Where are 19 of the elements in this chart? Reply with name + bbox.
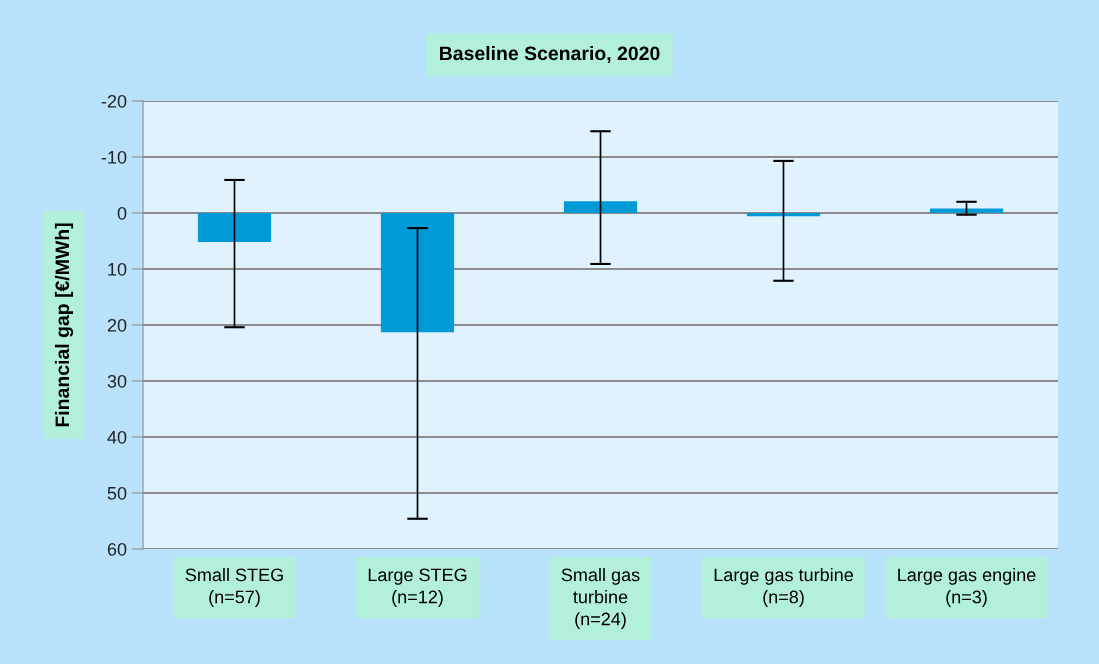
bar bbox=[563, 201, 638, 213]
y-tick-label: 10 bbox=[108, 262, 127, 276]
y-tick-label: 50 bbox=[107, 486, 127, 500]
y-tick-label: 0 bbox=[117, 206, 127, 220]
bar bbox=[197, 213, 272, 243]
chart-title: Baseline Scenario, 2020 bbox=[440, 45, 660, 64]
x-tick-label: Large STEG (n=12) bbox=[368, 568, 467, 607]
y-tick-label: 60 bbox=[107, 542, 127, 556]
y-tick-label: 20 bbox=[107, 318, 127, 332]
y-tick-label: 30 bbox=[107, 374, 127, 388]
y-tick-label: -10 bbox=[101, 150, 127, 164]
y-tick-label: -20 bbox=[101, 94, 127, 108]
y-axis-title: Financial gap [€/MWh] bbox=[54, 223, 74, 427]
x-tick-label: Large gas turbine (n=8) bbox=[714, 568, 853, 607]
x-tick-label: Small gas turbine (n=24) bbox=[561, 568, 640, 629]
x-tick-label: Small STEG (n=57) bbox=[185, 568, 283, 607]
bar bbox=[380, 213, 455, 333]
y-tick-label: 40 bbox=[107, 430, 127, 444]
x-tick-label: Large gas engine (n=3) bbox=[898, 568, 1036, 607]
